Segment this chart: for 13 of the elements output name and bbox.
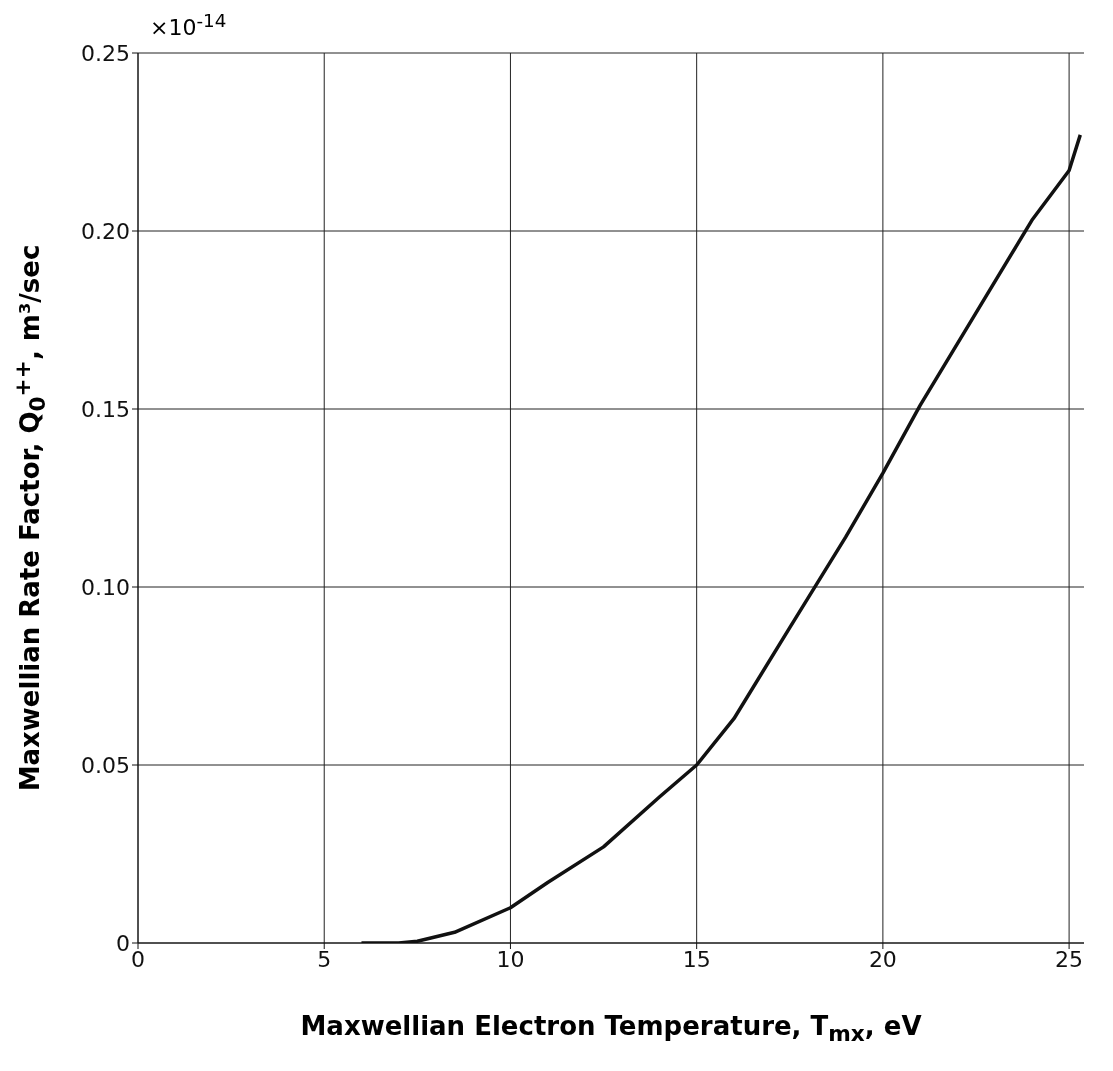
y-tick-label: 0.10: [81, 574, 130, 600]
x-tick-label: 15: [682, 946, 711, 972]
text: ×10$^{-14}$: [150, 10, 227, 41]
y-tick-label: 0.15: [81, 396, 130, 422]
x-tick-label: 25: [1055, 946, 1084, 972]
y-tick-label: 0.25: [81, 40, 130, 66]
y-tick-label: 0: [116, 930, 130, 956]
y-tick-label: 0.05: [81, 752, 130, 778]
x-tick-label: 10: [496, 946, 525, 972]
y-tick-label: 0.20: [81, 218, 130, 244]
x-tick-label: 20: [868, 946, 897, 972]
x-axis-title: Maxwellian Electron Temperature, T$_{mx}$, eV: [299, 1010, 923, 1046]
x-tick-label: 5: [317, 946, 332, 972]
